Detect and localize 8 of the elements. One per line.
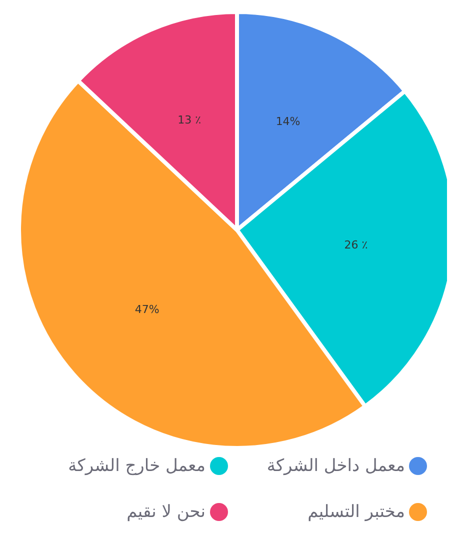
legend-label: معمل خارج الشركة: [68, 456, 206, 476]
data-label: 26 ٪: [344, 238, 368, 252]
data-label: 14%: [276, 115, 300, 128]
legend-label: نحن لا نقيم: [126, 502, 206, 522]
legend-label: معمل داخل الشركة: [266, 456, 405, 476]
legend-label: مختبر التسليم: [308, 502, 405, 522]
data-label: 47%: [134, 302, 160, 316]
data-label: 13 ٪: [178, 113, 202, 126]
